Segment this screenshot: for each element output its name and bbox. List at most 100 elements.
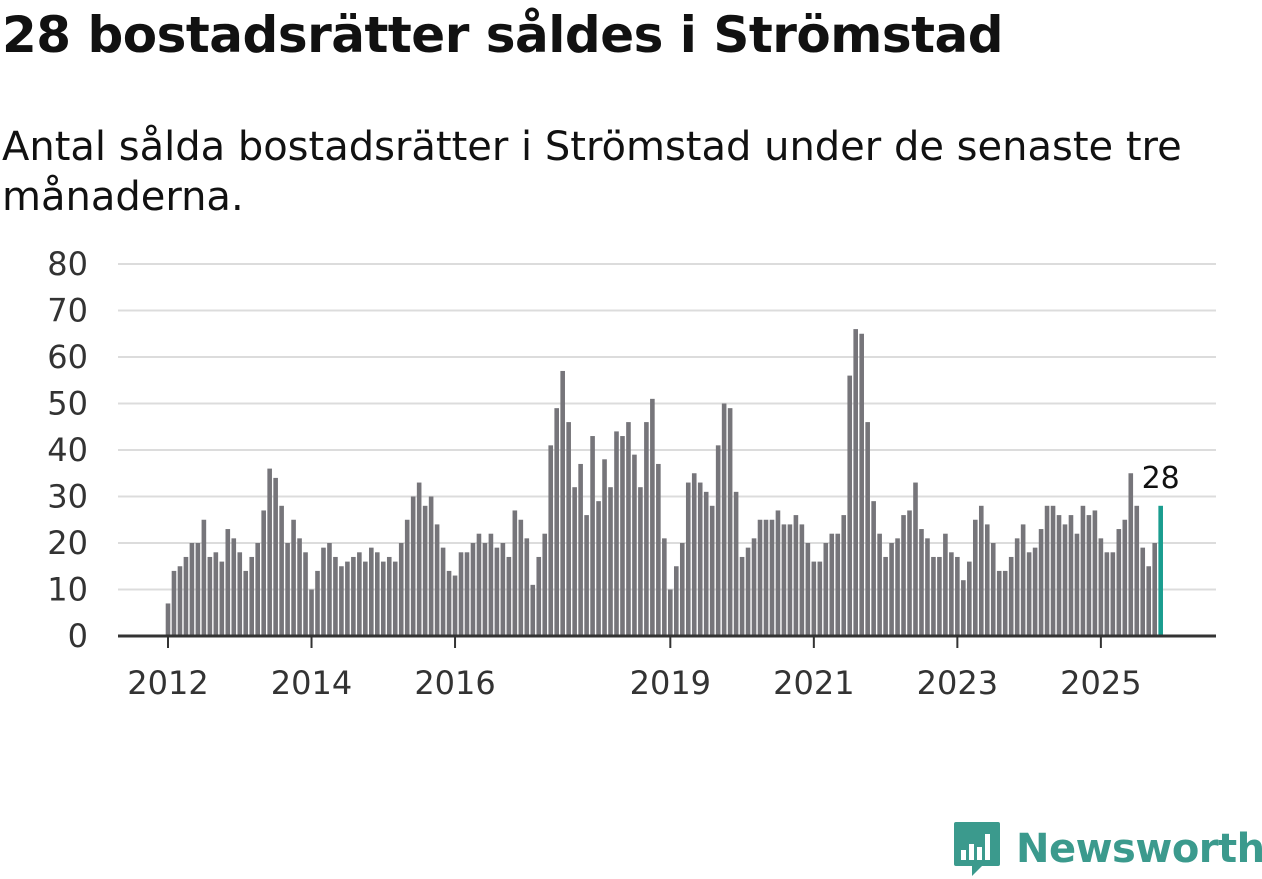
- bar: [1026, 552, 1032, 636]
- bar: [572, 487, 577, 636]
- bar: [829, 533, 835, 636]
- bar: [548, 445, 554, 636]
- bar: [369, 547, 374, 636]
- bar: [428, 496, 434, 636]
- bar: [1050, 505, 1056, 636]
- y-tick-label: 50: [47, 385, 88, 423]
- bar: [386, 556, 392, 636]
- bar: [889, 543, 894, 636]
- bar: [309, 589, 314, 636]
- bar: [530, 584, 536, 636]
- bar: [913, 482, 918, 636]
- x-tick-label: 2016: [414, 664, 495, 702]
- bar: [267, 468, 272, 636]
- bar: [943, 533, 948, 636]
- bar: [380, 561, 386, 636]
- y-axis-ticks: 0 10 20 30 40 50 60 70 80: [47, 245, 88, 655]
- bar: [279, 505, 284, 636]
- y-tick-label: 70: [47, 292, 88, 330]
- bar: [189, 543, 195, 636]
- bar: [990, 543, 996, 636]
- bar: [626, 422, 631, 636]
- x-tick-label: 2023: [917, 664, 998, 702]
- brand-name: Newsworthy: [1016, 826, 1262, 872]
- bar: [333, 556, 338, 636]
- newsworthy-logo: Newsworthy: [952, 820, 1262, 878]
- x-tick-label: 2014: [271, 664, 352, 702]
- bar: [339, 566, 344, 636]
- bar: [1044, 505, 1050, 636]
- bar: [883, 556, 888, 636]
- bar: [255, 543, 260, 636]
- bar: [817, 561, 823, 636]
- bar: [674, 566, 679, 636]
- bar: [321, 547, 326, 636]
- bar: [781, 524, 787, 636]
- bar: [536, 556, 542, 636]
- bar: [542, 533, 548, 636]
- bar: [512, 510, 518, 636]
- bar: [859, 333, 864, 636]
- bar: [668, 589, 673, 636]
- y-tick-label: 10: [47, 571, 88, 609]
- bar: [650, 398, 655, 636]
- bar-chart-logo-icon: [954, 822, 1000, 876]
- x-axis-ticks: 2012 2014 2016 2019 2021 2023 2025: [127, 636, 1142, 702]
- chart-subtitle: Antal sålda bostadsrätter i Strömstad un…: [2, 124, 1182, 220]
- bar: [1002, 570, 1008, 636]
- bar: [895, 538, 900, 636]
- bar: [231, 538, 237, 636]
- bar: [865, 422, 870, 636]
- bar: [261, 510, 266, 636]
- bar: [949, 552, 954, 636]
- bar: [709, 505, 715, 636]
- bar: [452, 575, 458, 636]
- y-tick-label: 0: [68, 617, 88, 655]
- bar: [602, 459, 607, 636]
- bar: [219, 561, 225, 636]
- bar: [213, 552, 219, 636]
- bar: [871, 501, 876, 636]
- bar: [937, 556, 942, 636]
- bar: [973, 519, 978, 636]
- bar: [500, 543, 506, 636]
- bar: [1110, 552, 1116, 636]
- bar: [901, 515, 906, 636]
- bar: [458, 552, 464, 636]
- bar: [351, 556, 356, 636]
- bar: [440, 547, 446, 636]
- y-tick-label: 60: [47, 338, 88, 376]
- bar: [1140, 547, 1146, 636]
- bar: [482, 543, 488, 636]
- highlight-bar: [1158, 505, 1163, 636]
- bar: [679, 543, 685, 636]
- bar: [715, 445, 721, 636]
- bar: [620, 436, 625, 636]
- bar: [1116, 529, 1122, 636]
- bar: [961, 580, 966, 636]
- bar: [1128, 473, 1134, 636]
- last-value-label: 28: [1142, 461, 1180, 496]
- bar: [488, 533, 494, 636]
- bar: [1104, 552, 1110, 636]
- bar: [434, 524, 440, 636]
- bar: [721, 403, 727, 636]
- bar: [315, 570, 320, 636]
- bar: [494, 547, 500, 636]
- bar: [984, 524, 990, 636]
- bar: [375, 552, 380, 636]
- bar: [416, 482, 422, 636]
- bar: [470, 543, 476, 636]
- bar: [249, 556, 255, 636]
- bar: [793, 515, 799, 636]
- bar: [691, 473, 697, 636]
- bar: [225, 529, 231, 636]
- bar: [183, 556, 189, 636]
- bar: [518, 519, 524, 636]
- bar: [524, 538, 530, 636]
- bar: [273, 477, 278, 636]
- bar: [398, 543, 404, 636]
- bar: [392, 561, 398, 636]
- bar: [751, 538, 757, 636]
